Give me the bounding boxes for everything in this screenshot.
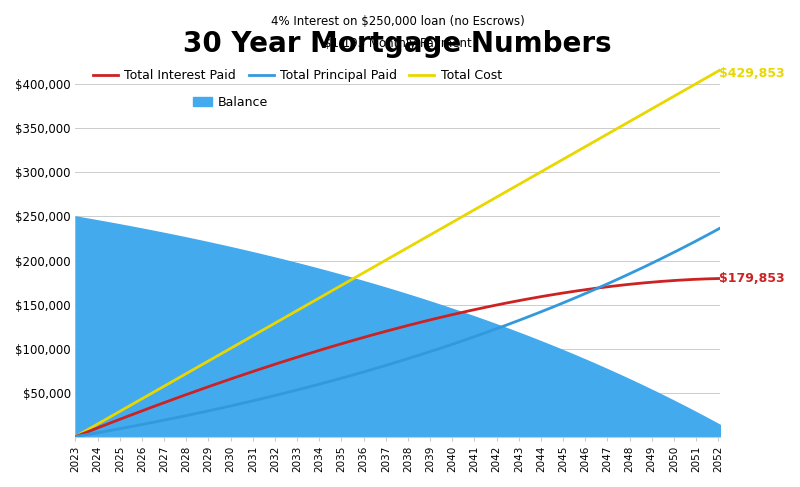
- Legend: Balance: Balance: [188, 91, 274, 114]
- Text: $179,853: $179,853: [719, 272, 785, 285]
- Text: $429,853: $429,853: [719, 68, 785, 80]
- Text: 4% Interest on $250,000 loan (no Escrows): 4% Interest on $250,000 loan (no Escrows…: [271, 15, 525, 28]
- Title: 30 Year Mortgage Numbers: 30 Year Mortgage Numbers: [183, 30, 612, 58]
- Text: $1,193 Monthly Payment: $1,193 Monthly Payment: [324, 37, 472, 51]
